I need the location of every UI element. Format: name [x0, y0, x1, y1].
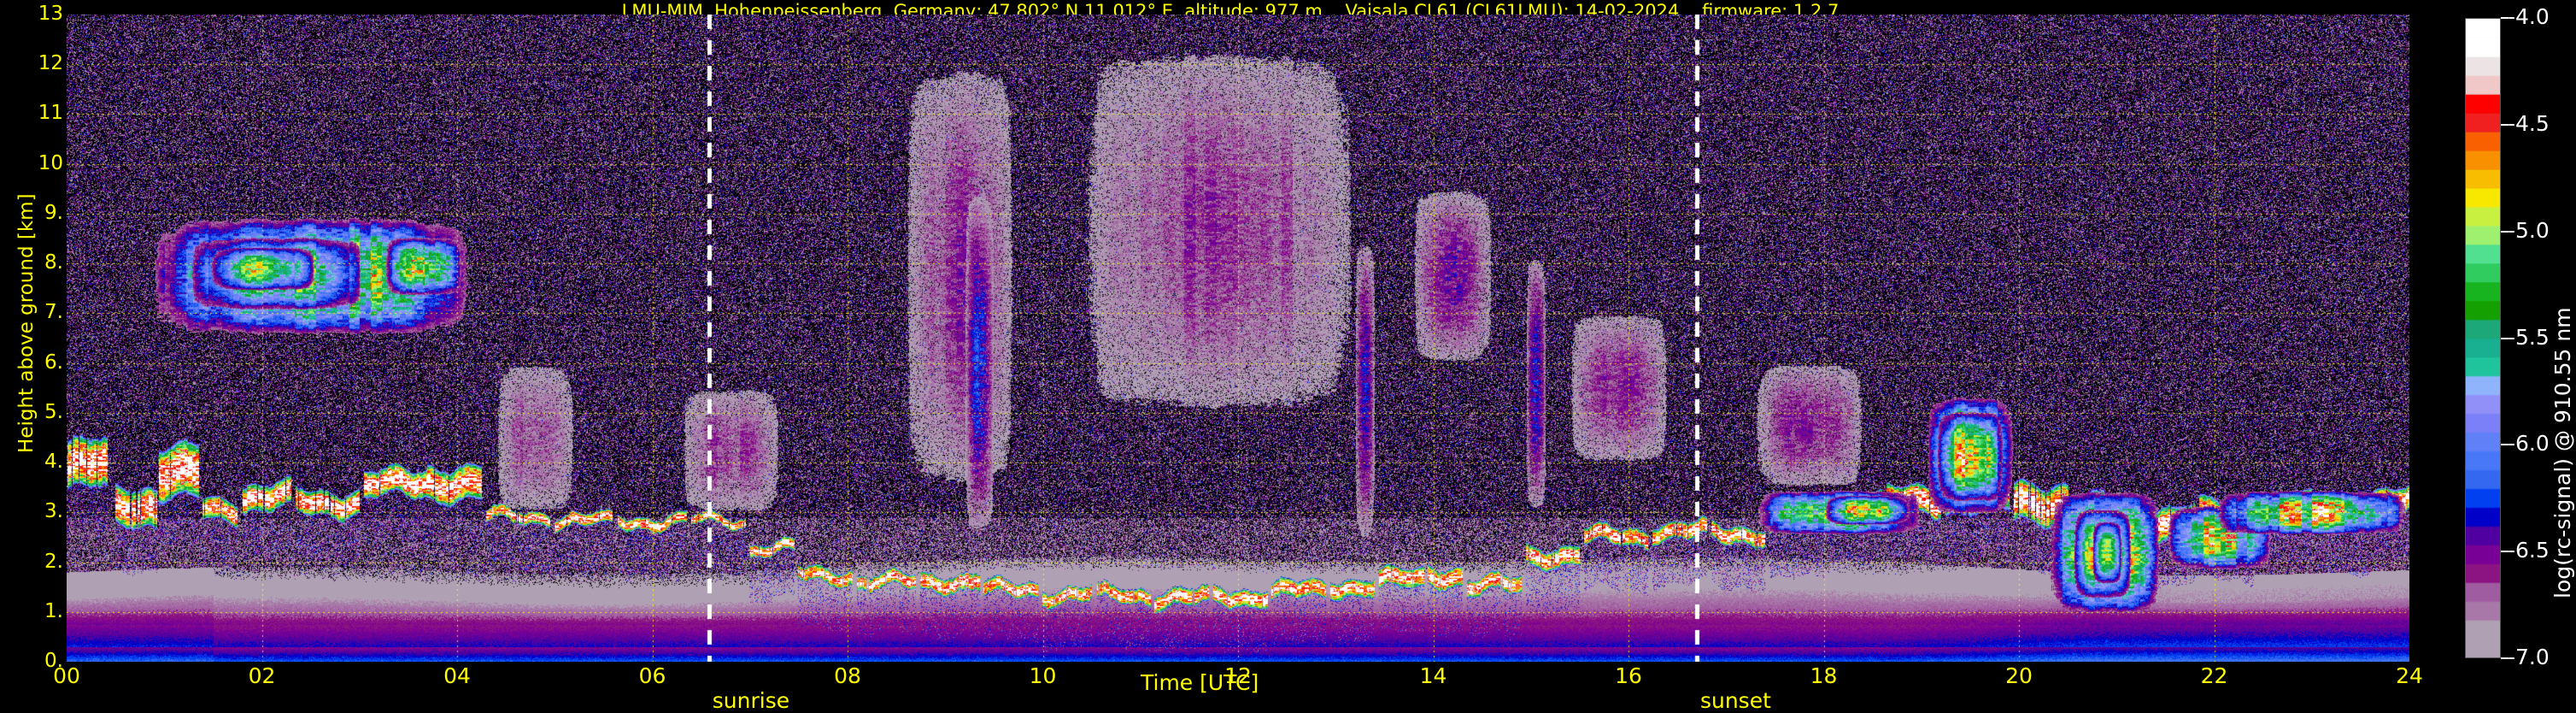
y-tick-label: 4.	[44, 451, 63, 474]
y-tick-label: 7.	[44, 301, 63, 324]
colorbar-gradient	[2465, 18, 2501, 658]
colorbar-tick	[2501, 657, 2509, 659]
event-label-sunset: sunset	[1699, 688, 1771, 713]
x-tick-label: 08	[834, 663, 861, 688]
x-tick-label: 16	[1615, 663, 1642, 688]
y-tick-label: 8.	[44, 251, 63, 274]
y-tick-label: 1.	[44, 599, 63, 622]
x-tick-label: 24	[2396, 663, 2423, 688]
x-tick-label: 12	[1224, 663, 1252, 688]
x-tick-label: 20	[2005, 663, 2033, 688]
backscatter-heatmap-panel	[67, 15, 2409, 662]
colorbar-tick	[2501, 17, 2509, 19]
y-tick-label: 6.	[44, 351, 63, 374]
x-tick-label: 14	[1419, 663, 1447, 688]
x-tick-label: 18	[1810, 663, 1838, 688]
colorbar-tick	[2501, 337, 2509, 339]
colorbar-tick	[2501, 551, 2509, 553]
y-tick-label: 13	[38, 3, 63, 25]
colorbar-tick-label: -5.0	[2508, 217, 2550, 243]
colorbar-tick	[2501, 123, 2509, 126]
backscatter-heatmap-canvas	[67, 15, 2409, 662]
colorbar-tick	[2501, 444, 2509, 446]
colorbar-tick-label: -6.5	[2508, 538, 2550, 563]
x-axis-title: Time [UTC]	[1141, 670, 1259, 695]
x-tick-label: 04	[443, 663, 471, 688]
colorbar-tick-label: -5.5	[2508, 324, 2550, 350]
colorbar-tick-label: -4.0	[2508, 4, 2550, 29]
colorbar-tick-label: -7.0	[2508, 645, 2550, 669]
y-tick-label: 12	[38, 52, 63, 75]
colorbar-tick-label: -4.5	[2508, 110, 2550, 136]
x-tick-label: 06	[638, 663, 666, 688]
y-tick-label: 2.	[44, 550, 63, 573]
event-label-sunrise: sunrise	[712, 688, 790, 713]
x-tick-label: 02	[248, 663, 276, 688]
x-tick-label: 10	[1029, 663, 1057, 688]
y-tick-label: 10	[38, 151, 63, 174]
y-tick-label: 0.	[44, 650, 63, 672]
y-axis-title: Height above ground [km]	[15, 193, 38, 453]
x-tick-label: 22	[2200, 663, 2228, 688]
colorbar-tick-label: -6.0	[2508, 431, 2550, 457]
x-tick-label: 00	[53, 663, 80, 688]
y-tick-label: 3.	[44, 500, 63, 523]
y-tick-label: 9.	[44, 201, 63, 224]
y-tick-label: 11	[38, 102, 63, 125]
y-tick-label: 5.	[44, 400, 63, 423]
colorbar-tick	[2501, 230, 2509, 233]
colorbar	[2465, 18, 2501, 658]
colorbar-title: log(rc-signal) @ 910.55 nm	[2550, 307, 2575, 598]
